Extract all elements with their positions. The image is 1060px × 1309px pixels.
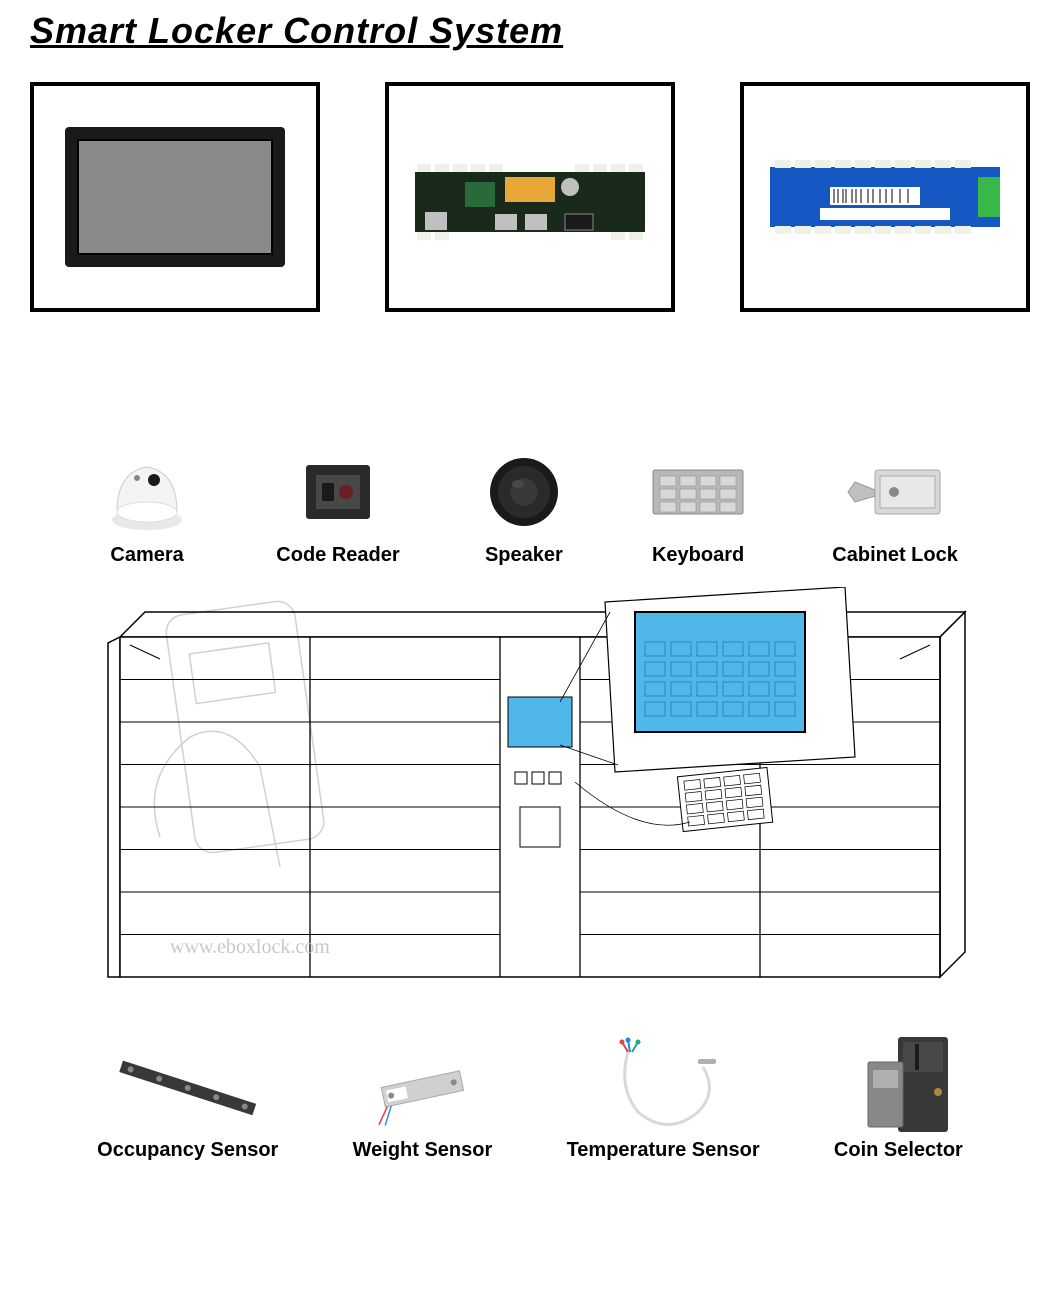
top-boxes-row <box>30 82 1030 312</box>
components-bottom-row: Occupancy Sensor Weight Sensor <box>60 1047 1000 1162</box>
lcd-panel-icon <box>60 122 290 272</box>
camera-label: Camera <box>110 544 183 567</box>
locker-diagram-wrap: www.eboxlock.com <box>30 587 1030 987</box>
component-code-reader: Code Reader <box>276 452 399 567</box>
component-speaker: Speaker <box>484 452 564 567</box>
component-camera: Camera <box>102 452 192 567</box>
occupancy-sensor-icon <box>108 1042 268 1132</box>
temperature-sensor-label: Temperature Sensor <box>567 1139 760 1162</box>
top-box-driverboard <box>740 82 1030 312</box>
occupancy-sensor-label: Occupancy Sensor <box>97 1139 278 1162</box>
component-weight-sensor: Weight Sensor <box>353 1047 493 1162</box>
coin-selector-label: Coin Selector <box>834 1139 963 1162</box>
top-box-mainboard <box>385 82 675 312</box>
camera-icon <box>102 452 192 532</box>
code-reader-icon <box>298 457 378 527</box>
speaker-label: Speaker <box>485 544 563 567</box>
components-top-row: Camera Code Reader <box>60 452 1000 567</box>
weight-sensor-label: Weight Sensor <box>353 1139 493 1162</box>
keyboard-icon <box>648 462 748 522</box>
keyboard-label: Keyboard <box>652 544 744 567</box>
component-keyboard: Keyboard <box>648 452 748 567</box>
component-coin-selector: Coin Selector <box>834 1047 963 1162</box>
component-temperature-sensor: Temperature Sensor <box>567 1047 760 1162</box>
page-title: Smart Locker Control System <box>30 10 1030 52</box>
weight-sensor-icon <box>362 1047 482 1127</box>
coin-selector-icon <box>843 1032 953 1142</box>
component-cabinet-lock: Cabinet Lock <box>832 452 958 567</box>
locker-diagram <box>90 587 970 987</box>
temperature-sensor-icon <box>598 1037 728 1137</box>
top-box-lcd <box>30 82 320 312</box>
driver-board-icon <box>760 142 1010 252</box>
main-board-icon <box>405 142 655 252</box>
component-occupancy-sensor: Occupancy Sensor <box>97 1047 278 1162</box>
cabinet-lock-icon <box>840 462 950 522</box>
code-reader-label: Code Reader <box>276 544 399 567</box>
watermark-text: www.eboxlock.com <box>170 936 330 959</box>
cabinet-lock-label: Cabinet Lock <box>832 544 958 567</box>
speaker-icon <box>484 452 564 532</box>
